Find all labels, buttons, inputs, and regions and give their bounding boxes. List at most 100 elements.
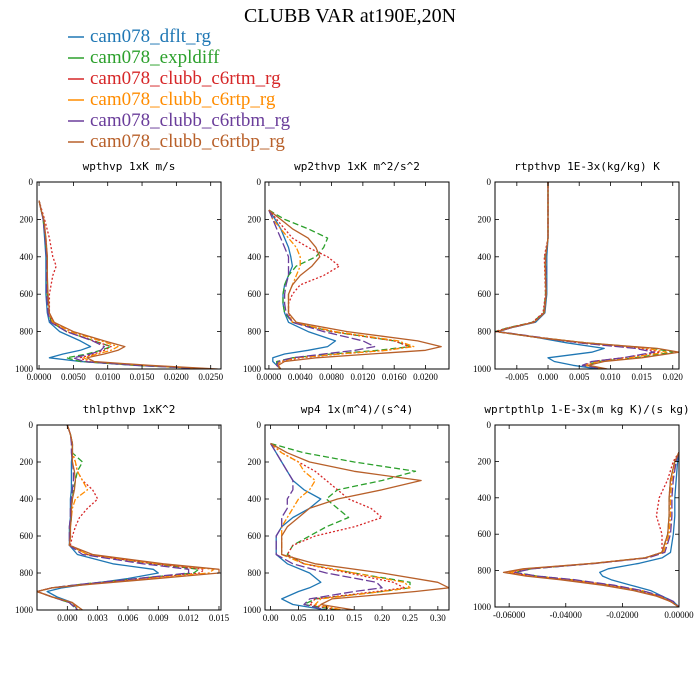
- panel-title: rtpthvp 1E-3x(kg/kg) K: [514, 160, 660, 173]
- series-line-6: [496, 182, 679, 369]
- plot-frame: [264, 424, 450, 611]
- x-tick-label: 0.003: [88, 613, 109, 623]
- panel-title: wp4 1x(m^4)/(s^4): [301, 403, 414, 416]
- series-line-3: [495, 182, 661, 369]
- legend-entry: cam078_clubb_c6rtp_rg: [68, 89, 276, 110]
- x-tick-label: 0.00: [263, 613, 279, 623]
- x-tick-label: 0.20: [374, 613, 390, 623]
- x-tick-label: 0.010: [600, 372, 621, 382]
- series-line-4: [497, 182, 668, 369]
- y-tick-label: 0: [487, 420, 492, 430]
- legend-entry: cam078_expldiff: [68, 47, 220, 68]
- y-tick-label: 800: [20, 327, 34, 337]
- legend-entry: cam078_clubb_c6rtbm_rg: [68, 110, 291, 131]
- x-tick-label: 0.0000: [257, 372, 282, 382]
- x-tick-label: 0.0200: [164, 372, 189, 382]
- panel-title: wpthvp 1xK m/s: [83, 160, 176, 173]
- y-tick-label: 600: [248, 531, 262, 541]
- y-tick-label: 600: [248, 289, 262, 299]
- series-line-4: [38, 200, 211, 369]
- y-tick-label: 600: [478, 529, 492, 539]
- x-tick-label: 0.0120: [350, 372, 375, 382]
- x-tick-label: 0.009: [148, 613, 169, 623]
- series-line-3: [270, 443, 406, 610]
- legend-entry: cam078_clubb_c6rtbp_rg: [68, 131, 285, 152]
- x-tick-label: 0.0050: [61, 372, 86, 382]
- series-line-5: [497, 182, 655, 369]
- y-tick-label: 200: [248, 457, 262, 467]
- panel-title: wp2thvp 1xK m^2/s^2: [294, 160, 420, 173]
- y-tick-label: 1000: [15, 605, 34, 615]
- legend-label: cam078_dflt_rg: [90, 26, 212, 47]
- series-line-6: [37, 425, 220, 610]
- x-tick-label: 0.006: [118, 613, 139, 623]
- y-tick-label: 1000: [473, 364, 492, 374]
- x-tick-label: 0.05: [291, 613, 307, 623]
- panel-3: rtpthvp 1E-3x(kg/kg) K -0.005 0.000 0.005 0.…: [473, 160, 683, 382]
- legend-entry: cam078_clubb_c6rtm_rg: [68, 68, 281, 89]
- legend-label: cam078_expldiff: [90, 47, 220, 68]
- y-tick-label: 1000: [243, 364, 262, 374]
- y-tick-label: 400: [478, 252, 492, 262]
- panel-5: wp4 1x(m^4)/(s^4) 0.00 0.05 0.10 0.15 0.20 0.2…: [243, 403, 450, 623]
- y-tick-label: 800: [20, 568, 34, 578]
- y-tick-label: 400: [478, 493, 492, 503]
- x-tick-label: 0.000: [57, 613, 78, 623]
- y-tick-label: 0: [29, 420, 34, 430]
- y-tick-label: 400: [248, 494, 262, 504]
- y-tick-label: 1000: [243, 605, 262, 615]
- y-tick-label: 600: [20, 531, 34, 541]
- plot-frame: [36, 181, 222, 370]
- series-line-1: [270, 443, 327, 610]
- series-line-6: [270, 442, 449, 610]
- legend-label: cam078_clubb_c6rtbm_rg: [90, 110, 291, 131]
- series-line-1: [497, 182, 605, 369]
- y-tick-label: 800: [248, 568, 262, 578]
- panel-6: wprtpthlp 1-E-3x(m kg K)/(s kg) -0.06000 -…: [473, 403, 694, 620]
- y-tick-label: 200: [478, 214, 492, 224]
- x-tick-label: 0.005: [569, 372, 590, 382]
- series-line-3: [508, 451, 679, 607]
- x-tick-label: 0.012: [179, 613, 199, 623]
- y-tick-label: 0: [257, 177, 262, 187]
- series-line-3: [268, 209, 411, 369]
- y-tick-label: 600: [20, 289, 34, 299]
- series-line-5: [270, 443, 383, 610]
- plot-frame: [264, 181, 450, 370]
- x-tick-label: 0.0100: [95, 372, 120, 382]
- y-tick-label: 800: [248, 327, 262, 337]
- plot-frame: [36, 424, 222, 611]
- plot-frame: [494, 181, 680, 370]
- legend-label: cam078_clubb_c6rtbp_rg: [90, 131, 285, 152]
- series-line-2: [38, 200, 211, 369]
- series-line-4: [37, 425, 215, 610]
- x-tick-label: 0.020: [663, 372, 684, 382]
- panels: wpthvp 1xK m/s0.0000 0.0050 0.0100 0.0150 0.…: [15, 160, 694, 623]
- y-tick-label: 1000: [15, 364, 34, 374]
- y-tick-label: 200: [478, 456, 492, 466]
- y-tick-label: 400: [20, 494, 34, 504]
- x-tick-label: 0.0150: [130, 372, 155, 382]
- y-tick-label: 0: [29, 177, 34, 187]
- x-tick-label: -0.06000: [493, 610, 526, 620]
- series-line-5: [38, 200, 211, 369]
- x-tick-label: 0.015: [631, 372, 652, 382]
- series-line-3: [38, 200, 211, 369]
- series-line-1: [599, 452, 679, 607]
- series-line-5: [268, 209, 376, 369]
- panel-title: thlpthvp 1xK^2: [83, 403, 176, 416]
- series-line-2: [495, 182, 674, 369]
- y-tick-label: 800: [478, 327, 492, 337]
- x-tick-label: 0.0000: [27, 372, 52, 382]
- y-tick-label: 200: [20, 457, 34, 467]
- y-tick-label: 400: [20, 252, 34, 262]
- y-tick-label: 200: [20, 214, 34, 224]
- y-tick-label: 0: [257, 420, 262, 430]
- plot-frame: [494, 424, 680, 608]
- legend-entry: cam078_dflt_rg: [68, 26, 212, 47]
- panel-title: wprtpthlp 1-E-3x(m kg K)/(s kg): [484, 403, 689, 416]
- x-tick-label: 0.0040: [288, 372, 313, 382]
- panel-4: thlpthvp 1xK^2 0.000 0.003 0.006 0.009 0.012 0…: [15, 403, 230, 623]
- y-tick-label: 1000: [473, 602, 492, 612]
